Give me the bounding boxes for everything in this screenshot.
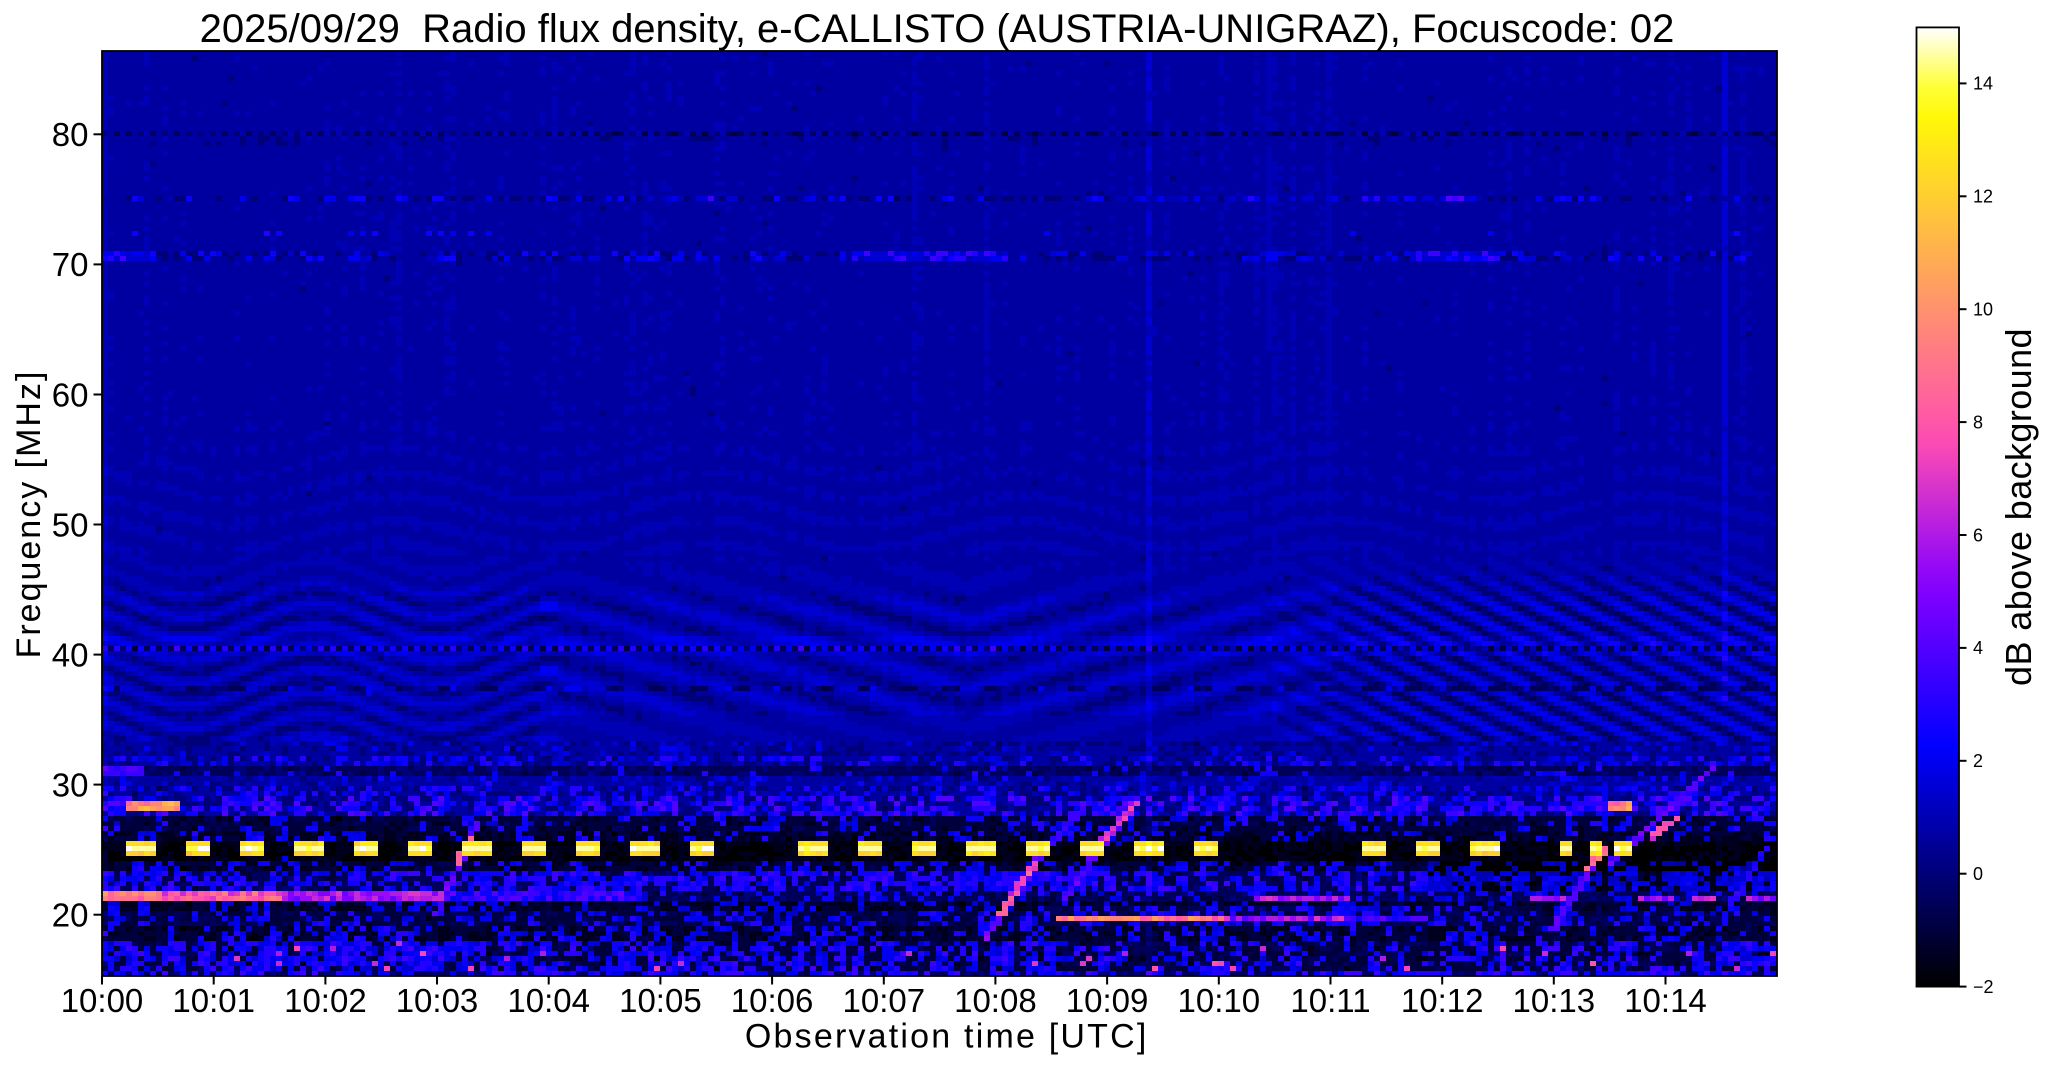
- svg-text:10:13: 10:13: [1513, 982, 1596, 1019]
- svg-text:Observation time [UTC]: Observation time [UTC]: [745, 1018, 1149, 1056]
- svg-text:10:06: 10:06: [731, 982, 814, 1019]
- svg-text:10:11: 10:11: [1290, 982, 1370, 1019]
- svg-text:60: 60: [52, 376, 89, 413]
- svg-text:14: 14: [1973, 74, 1993, 94]
- svg-text:10:02: 10:02: [284, 982, 367, 1019]
- svg-text:Frequency [MHz]: Frequency [MHz]: [10, 370, 48, 659]
- svg-text:10:01: 10:01: [172, 982, 255, 1019]
- svg-text:0: 0: [1973, 864, 1983, 884]
- svg-text:10:10: 10:10: [1178, 982, 1261, 1019]
- svg-text:10: 10: [1973, 300, 1993, 320]
- svg-text:2025/09/29 Radio flux density: 2025/09/29 Radio flux density, e-CALLIST…: [200, 7, 1675, 51]
- svg-text:12: 12: [1973, 187, 1993, 207]
- svg-text:10:14: 10:14: [1624, 982, 1707, 1019]
- svg-text:80: 80: [52, 116, 89, 153]
- svg-text:4: 4: [1973, 638, 1983, 658]
- svg-text:10:04: 10:04: [507, 982, 590, 1019]
- svg-text:50: 50: [52, 506, 89, 543]
- svg-text:10:00: 10:00: [61, 982, 144, 1019]
- svg-text:40: 40: [52, 636, 89, 673]
- svg-text:8: 8: [1973, 412, 1983, 432]
- svg-text:2: 2: [1973, 751, 1983, 771]
- svg-text:10:09: 10:09: [1066, 982, 1149, 1019]
- svg-text:10:05: 10:05: [619, 982, 702, 1019]
- svg-text:20: 20: [52, 897, 89, 934]
- svg-text:6: 6: [1973, 525, 1983, 545]
- svg-text:70: 70: [52, 246, 89, 283]
- svg-text:30: 30: [52, 766, 89, 803]
- svg-text:10:03: 10:03: [396, 982, 479, 1019]
- svg-text:dB above background: dB above background: [1998, 328, 2039, 686]
- svg-text:10:12: 10:12: [1401, 982, 1484, 1019]
- svg-text:10:08: 10:08: [954, 982, 1037, 1019]
- svg-text:10:07: 10:07: [843, 982, 926, 1019]
- svg-text:−2: −2: [1973, 977, 1994, 997]
